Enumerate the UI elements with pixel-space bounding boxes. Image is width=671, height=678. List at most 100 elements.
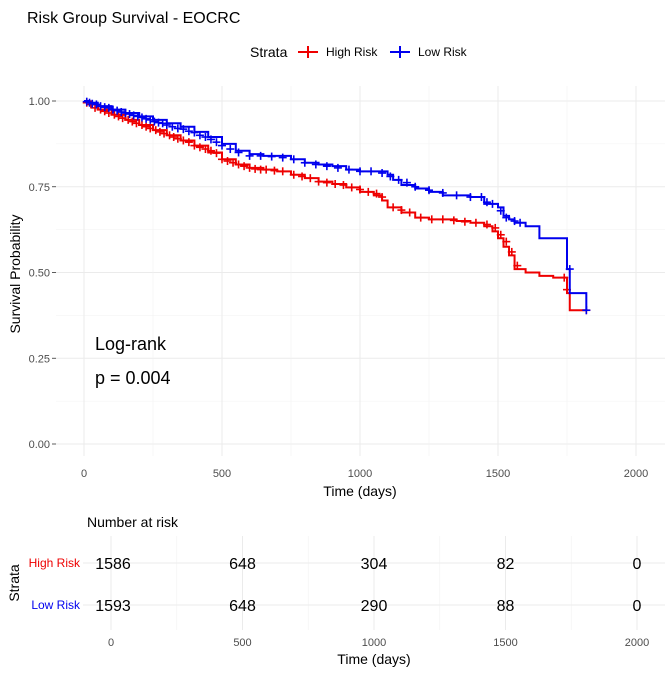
censor-mark-low-risk (333, 163, 342, 172)
table-x-tick-label: 2000 (625, 637, 649, 649)
censor-mark-high-risk (482, 220, 491, 229)
censor-mark-low-risk (466, 193, 475, 202)
risk-table-grid (83, 536, 665, 630)
censor-mark-low-risk (256, 151, 265, 160)
table-x-tick-label: 1000 (362, 637, 386, 649)
censor-mark-low-risk (184, 127, 193, 136)
y-tick-label: 0.50 (29, 268, 50, 280)
censor-mark-low-risk (582, 306, 591, 315)
censor-mark-low-risk (289, 155, 298, 164)
censor-mark-low-risk (190, 128, 199, 137)
censor-mark-high-risk (306, 174, 315, 183)
table-x-tick-label: 0 (108, 637, 114, 649)
censor-mark-high-risk (427, 215, 436, 224)
logrank-label: Log-rank (95, 334, 167, 354)
censor-mark-low-risk (133, 112, 142, 121)
censor-mark-high-risk (449, 216, 458, 225)
censor-mark-low-risk (104, 103, 113, 112)
risk-cell: 304 (361, 556, 388, 573)
x-axis-title: Time (days) (323, 483, 396, 499)
censor-mark-low-risk (311, 160, 320, 169)
censor-mark-high-risk (229, 158, 238, 167)
censor-mark-low-risk (496, 206, 505, 215)
censor-mark-low-risk (158, 119, 167, 128)
censor-mark-high-risk (491, 223, 500, 232)
legend-label-high-risk: High Risk (326, 45, 378, 59)
censor-mark-low-risk (162, 121, 171, 130)
risk-row-label-high-risk: High Risk (29, 556, 81, 570)
censor-mark-high-risk (356, 185, 364, 194)
censor-mark-low-risk (425, 186, 433, 195)
x-tick-label: 1000 (348, 468, 372, 480)
censor-mark-high-risk (114, 112, 123, 121)
censor-mark-low-risk (452, 191, 461, 200)
censor-mark-high-risk (289, 170, 298, 179)
survival-curves (82, 97, 591, 315)
censor-mark-high-risk (218, 155, 226, 164)
censor-mark-low-risk (477, 193, 486, 202)
censor-mark-low-risk (142, 114, 151, 123)
censor-mark-high-risk (160, 129, 169, 138)
risk-cell: 1593 (95, 598, 131, 615)
censor-mark-high-risk (128, 117, 137, 126)
censor-mark-high-risk (201, 145, 210, 154)
censor-mark-high-risk (184, 138, 193, 147)
censor-mark-low-risk (92, 100, 101, 109)
censor-mark-high-risk (270, 166, 279, 175)
censor-mark-high-risk (155, 127, 164, 136)
risk-cell: 82 (497, 556, 515, 573)
censor-mark-low-risk (195, 131, 204, 140)
censor-mark-low-risk (96, 102, 105, 111)
censor-mark-high-risk (165, 131, 174, 140)
censor-mark-high-risk (190, 141, 199, 150)
censor-mark-high-risk (146, 124, 155, 133)
legend-key-high-risk (298, 46, 318, 58)
censor-mark-low-risk (367, 167, 376, 176)
censor-mark-low-risk (300, 158, 309, 167)
censor-mark-high-risk (212, 149, 221, 158)
censor-mark-high-risk (245, 163, 254, 172)
censor-mark-low-risk (218, 141, 226, 150)
censor-mark-high-risk (118, 114, 127, 123)
censor-mark-high-risk (513, 261, 522, 270)
censor-mark-low-risk (488, 199, 497, 208)
risk-cell: 1586 (95, 556, 131, 573)
table-x-tick-label: 500 (233, 637, 251, 649)
censor-mark-low-risk (516, 218, 525, 227)
censor-mark-low-risk (411, 182, 420, 191)
censor-mark-low-risk (510, 217, 519, 226)
censor-mark-low-risk (438, 188, 447, 197)
risk-table-x-ticks: 0 500 1000 1500 2000 (108, 637, 649, 649)
censor-mark-low-risk (108, 105, 117, 114)
y-tick-label: 0.25 (29, 353, 50, 365)
p-value-label: p = 0.004 (95, 368, 171, 388)
risk-table-x-title: Time (days) (337, 651, 410, 667)
y-axis-title: Survival Probability (7, 214, 23, 333)
censor-mark-high-risk (132, 119, 141, 128)
chart-title: Risk Group Survival - EOCRC (27, 10, 240, 27)
censor-mark-low-risk (201, 133, 210, 142)
legend-label-low-risk: Low Risk (418, 45, 468, 59)
censor-mark-low-risk (394, 175, 403, 184)
censor-mark-low-risk (226, 145, 235, 154)
risk-row-label-low-risk: Low Risk (31, 598, 81, 612)
censor-mark-high-risk (416, 213, 425, 222)
risk-table-title: Number at risk (87, 514, 179, 530)
censor-mark-high-risk (331, 180, 340, 189)
censor-mark-low-risk (179, 125, 188, 134)
censor-mark-low-risk (137, 113, 146, 122)
censor-mark-high-risk (471, 218, 480, 227)
censor-mark-high-risk (502, 237, 511, 246)
censor-mark-low-risk (117, 107, 126, 116)
censor-mark-high-risk (234, 160, 243, 169)
y-tick-label: 0.00 (29, 439, 50, 451)
table-x-tick-label: 1500 (493, 637, 517, 649)
censor-mark-high-risk (298, 172, 307, 181)
risk-table-rows: High Risk 1586 648 304 82 0 Low Risk 1593 648 290… (29, 556, 642, 615)
risk-cell: 0 (633, 598, 642, 615)
censor-mark-high-risk (110, 110, 119, 119)
censor-mark-low-risk (125, 110, 134, 119)
censor-mark-high-risk (137, 121, 146, 130)
censor-mark-high-risk (262, 165, 271, 174)
